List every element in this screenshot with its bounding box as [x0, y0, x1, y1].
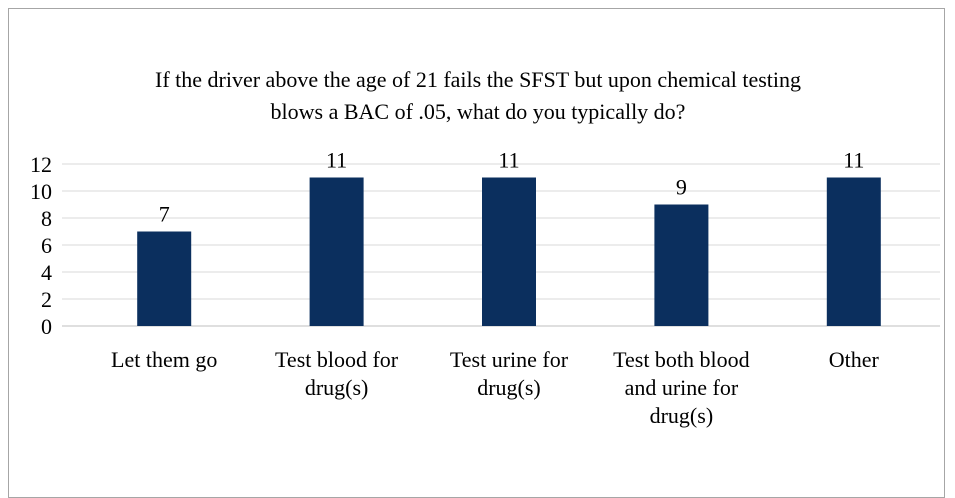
bar: [482, 177, 536, 326]
page: {"chart_data": {"type": "bar", "title": …: [8, 8, 945, 498]
y-tick-label: 8: [41, 206, 52, 231]
chart-title: If the driver above the age of 21 fails …: [155, 67, 801, 124]
x-tick-label: Other: [828, 347, 879, 372]
y-tick-label: 2: [41, 287, 52, 312]
data-label: 11: [326, 148, 347, 173]
data-label: 11: [843, 148, 864, 173]
y-tick-label: 10: [30, 179, 52, 204]
data-label: 11: [498, 148, 519, 173]
bar: [309, 177, 364, 326]
x-tick-label: Test both blood and urine for drug(s): [613, 347, 750, 428]
x-tick-label: Test blood for drug(s): [275, 347, 399, 400]
data-label: 7: [159, 202, 170, 227]
x-tick-label: Let them go: [111, 347, 218, 372]
data-label: 9: [676, 175, 687, 200]
bar: [826, 177, 881, 326]
y-tick-label: 0: [41, 314, 52, 339]
y-tick-label: 4: [41, 260, 52, 285]
y-tick-label: 6: [41, 233, 52, 258]
x-tick-label: Test urine for drug(s): [449, 347, 569, 400]
bar: [654, 204, 709, 326]
y-tick-label: 12: [30, 152, 52, 177]
bar: [137, 231, 192, 326]
